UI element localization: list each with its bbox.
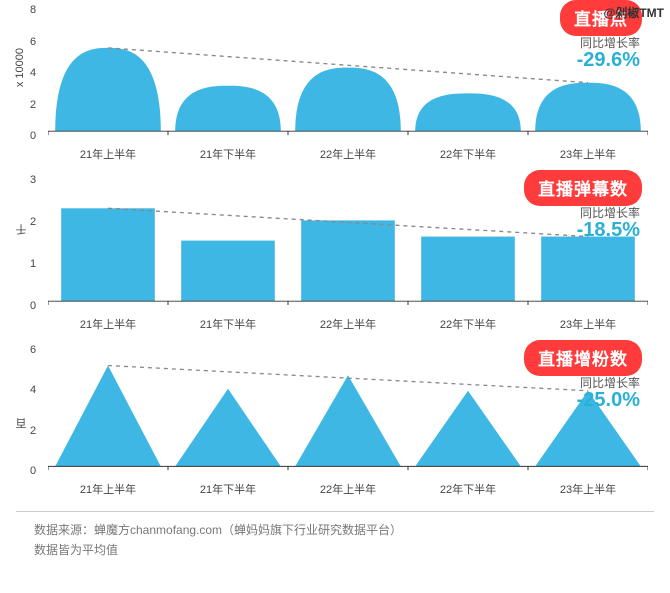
x-tick-label: 22年下半年	[408, 316, 528, 332]
footer-line-1: 数据来源：蝉魔方chanmofang.com（蝉妈妈旗下行业研究数据平台）	[34, 520, 654, 540]
x-tick-label: 22年下半年	[408, 146, 528, 162]
chart-title-badge: 直播弹幕数	[524, 170, 642, 206]
x-tick-label: 21年上半年	[48, 316, 168, 332]
x-tick-label: 21年上半年	[48, 481, 168, 497]
x-tick-label: 23年上半年	[528, 146, 648, 162]
x-tick-label: 21年上半年	[48, 146, 168, 162]
x-axis: 21年上半年21年下半年22年上半年22年下半年23年上半年	[48, 481, 648, 497]
chart-panel-0: 直播点同比增长率-29.6%x 100000246821年上半年21年下半年22…	[0, 0, 670, 170]
growth-value: -29.6%	[577, 49, 640, 72]
y-tick: 0	[30, 465, 36, 477]
x-tick-label: 22年上半年	[288, 481, 408, 497]
plot-area	[48, 10, 648, 136]
chart-title-badge: 直播增粉数	[524, 340, 642, 376]
y-tick: 1	[30, 258, 36, 270]
x-axis: 21年上半年21年下半年22年上半年22年下半年23年上半年	[48, 146, 648, 162]
x-tick-label: 21年下半年	[168, 146, 288, 162]
y-tick: 0	[30, 130, 36, 142]
footer-line-2: 数据皆为平均值	[34, 540, 654, 560]
chart-panel-1: 直播弹幕数同比增长率-18.5%千012321年上半年21年下半年22年上半年2…	[0, 170, 670, 340]
y-tick: 8	[30, 4, 36, 16]
y-tick: 3	[30, 174, 36, 186]
y-tick: 4	[30, 67, 36, 79]
growth-value: -25.0%	[577, 389, 640, 412]
x-tick-label: 23年上半年	[528, 481, 648, 497]
x-axis: 21年上半年21年下半年22年上半年22年下半年23年上半年	[48, 316, 648, 332]
y-tick: 2	[30, 216, 36, 228]
footer-attribution: 数据来源：蝉魔方chanmofang.com（蝉妈妈旗下行业研究数据平台） 数据…	[16, 511, 654, 561]
y-tick: 2	[30, 425, 36, 437]
x-tick-label: 21年下半年	[168, 481, 288, 497]
chart-panel-2: 直播增粉数同比增长率-25.0%百024621年上半年21年下半年22年上半年2…	[0, 340, 670, 505]
y-tick: 6	[30, 344, 36, 356]
chart-svg	[48, 10, 648, 136]
y-tick: 4	[30, 384, 36, 396]
growth-box: 同比增长率-25.0%	[577, 374, 640, 412]
x-tick-label: 22年下半年	[408, 481, 528, 497]
y-tick: 0	[30, 300, 36, 312]
x-tick-label: 21年下半年	[168, 316, 288, 332]
x-tick-label: 22年上半年	[288, 146, 408, 162]
x-tick-label: 23年上半年	[528, 316, 648, 332]
growth-value: -18.5%	[577, 219, 640, 242]
y-axis-label: 百	[14, 418, 30, 429]
growth-box: 同比增长率-29.6%	[577, 34, 640, 72]
y-tick: 6	[30, 36, 36, 48]
y-axis-label: 千	[14, 224, 30, 235]
y-axis-label: x 10000	[14, 48, 26, 87]
growth-box: 同比增长率-18.5%	[577, 204, 640, 242]
x-tick-label: 22年上半年	[288, 316, 408, 332]
y-tick: 2	[30, 99, 36, 111]
watermark-text: @剁椒TMT	[604, 4, 664, 21]
